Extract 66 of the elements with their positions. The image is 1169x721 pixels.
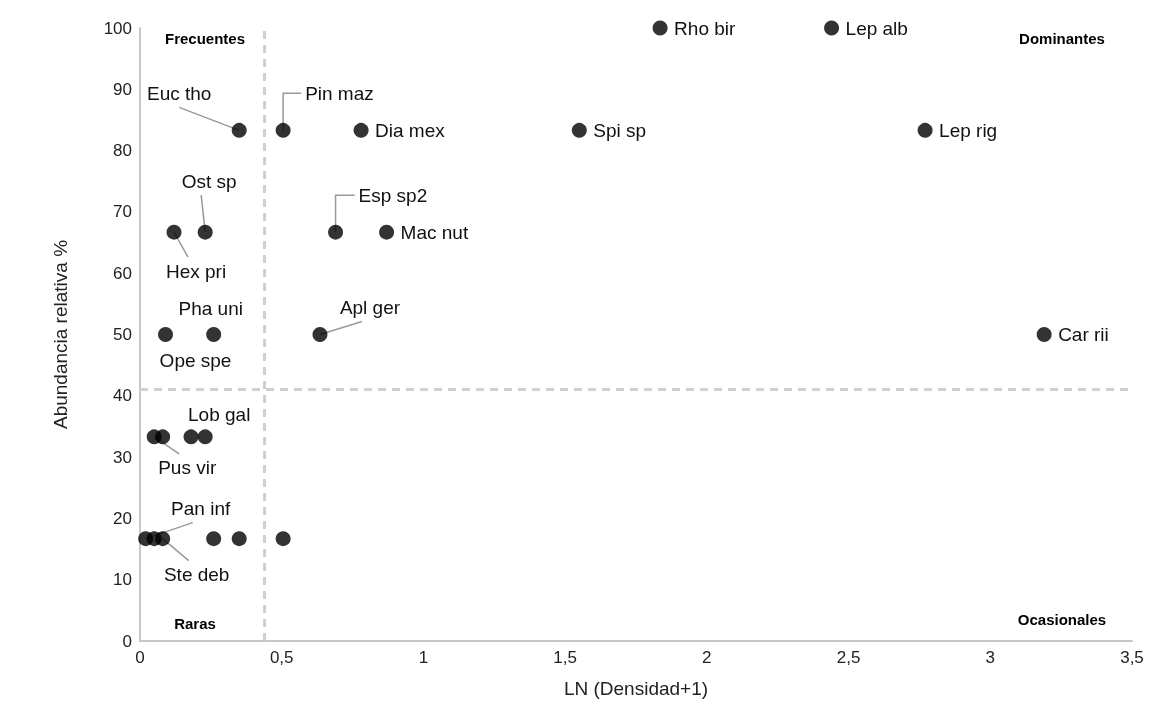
x-tick-label: 1	[418, 648, 429, 667]
annotation: Pin maz	[305, 82, 374, 104]
annotation: Ope spe	[159, 350, 232, 371]
y-tick-label: 70	[113, 202, 132, 222]
y-tick-label: 50	[113, 325, 132, 344]
x-tick-label: 2,5	[836, 648, 861, 667]
x-tick-label: 1,5	[553, 648, 577, 667]
annotation: Lob gal	[188, 404, 251, 426]
x-tick-label: 2	[702, 648, 712, 667]
point	[206, 327, 222, 342]
point	[353, 122, 369, 138]
point	[183, 429, 199, 445]
point	[824, 20, 840, 36]
annotation: Pan inf	[171, 498, 231, 520]
y-tick-label: 80	[113, 141, 132, 161]
y-tick-label: 100	[103, 18, 132, 38]
point	[379, 224, 395, 240]
annotation: Spi sp	[593, 119, 647, 141]
annotation: Esp sp2	[358, 184, 428, 206]
annotation: Hex pri	[165, 260, 227, 282]
annotation: Euc tho	[146, 82, 212, 104]
point	[328, 224, 344, 240]
annotation: Ost sp	[181, 170, 237, 192]
y-tick-label: 40	[113, 386, 132, 406]
y-tick-label: 10	[113, 570, 132, 590]
annotation: Mac nut	[400, 221, 469, 243]
x-tick-label: 0,5	[269, 648, 294, 667]
point	[652, 20, 668, 36]
point	[166, 224, 182, 240]
annotation: Raras	[174, 614, 216, 632]
point	[275, 122, 291, 138]
point	[312, 327, 328, 342]
y-axis-title: Abundancia relativa %	[50, 239, 71, 430]
annotation: Dominantes	[1019, 29, 1105, 47]
point	[571, 122, 587, 138]
point	[206, 531, 222, 547]
y-tick-label: 60	[113, 263, 132, 283]
annotation: Frecuentes	[164, 29, 246, 47]
y-tick-label: 90	[113, 79, 132, 99]
y-tick-label: 30	[113, 447, 132, 467]
annotation: Dia mex	[375, 119, 446, 141]
annotation: Lep alb	[845, 17, 908, 39]
point	[231, 531, 247, 547]
annotation: Rho bir	[674, 17, 737, 39]
x-axis-title: LN (Densidad+1)	[563, 678, 709, 699]
x-tick-label: 3,5	[1120, 648, 1144, 667]
annotation: Ste deb	[163, 564, 230, 586]
point	[1036, 327, 1052, 342]
annotation: Pus vir	[158, 457, 217, 479]
x-tick-label: 0	[135, 648, 145, 667]
annotation: Ocasionales	[1017, 610, 1107, 628]
point	[197, 429, 213, 445]
annotation: Pha uni	[178, 298, 243, 319]
annotation: Car rii	[1058, 324, 1109, 345]
y-tick-label: 20	[113, 508, 132, 528]
y-tick-label: 0	[122, 631, 132, 651]
annotation: Apl ger	[339, 297, 401, 318]
annotation: Lep rig	[939, 119, 998, 141]
point	[231, 122, 247, 138]
point	[917, 122, 933, 138]
x-tick-label: 3	[985, 648, 996, 667]
point	[197, 224, 213, 240]
point	[275, 531, 291, 547]
point	[155, 429, 171, 445]
point	[155, 531, 171, 547]
point	[158, 327, 174, 342]
